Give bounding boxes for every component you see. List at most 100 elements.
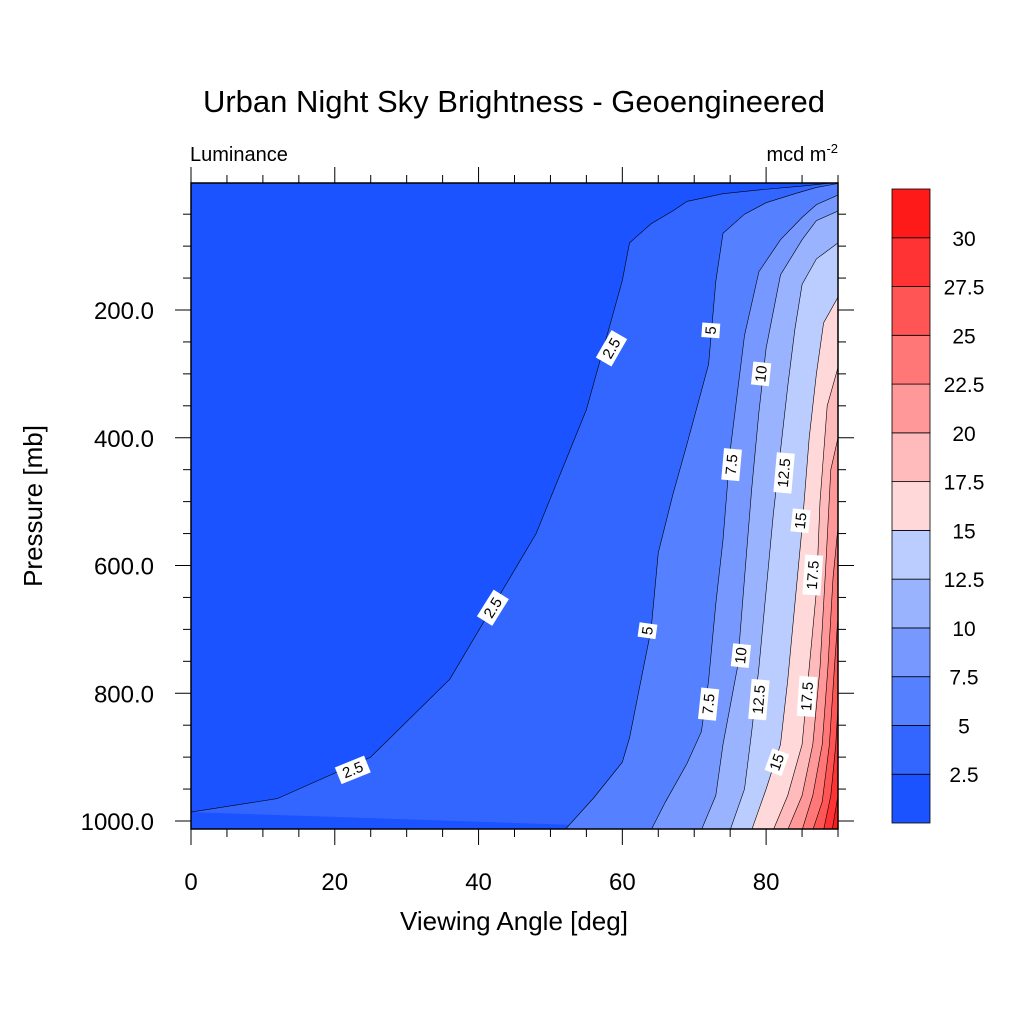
units-base: mcd m — [766, 144, 826, 166]
colorbar-label: 30 — [952, 228, 975, 251]
contour-fill-27.5 — [823, 706, 838, 829]
colorbar-box — [891, 725, 931, 775]
contour-label-box — [476, 589, 509, 626]
contour-label-text: 12.5 — [775, 458, 794, 489]
contour-line-10 — [701, 210, 838, 829]
y-tick-label: 1000.0 — [81, 809, 154, 836]
colorbar-label: 2.5 — [949, 764, 978, 787]
contour-label: 15 — [790, 508, 811, 534]
contour-label-box — [764, 748, 790, 777]
contour-label-box — [730, 643, 752, 668]
plot-area: 2.52.52.5557.57.5101012.512.5151517.517.… — [175, 167, 854, 845]
y-axis: 200.0 400.0 600.0 800.0 1000.0 — [81, 298, 154, 836]
contour-label-box — [721, 448, 742, 482]
contour-label-box — [334, 755, 371, 785]
colorbar-label: 27.5 — [944, 277, 985, 300]
contour-label-box — [773, 452, 795, 494]
contour-label-box — [595, 330, 628, 367]
colorbar-label: 20 — [952, 423, 975, 446]
y-axis-label: Pressure [mb] — [18, 425, 48, 587]
left-string: Luminance — [190, 144, 288, 166]
x-axis-label: Viewing Angle [deg] — [400, 906, 628, 936]
contour-line-22.5 — [802, 527, 838, 829]
contour-label-box — [750, 361, 772, 387]
colorbar-box — [891, 773, 931, 824]
contour-label: 7.5 — [721, 448, 742, 482]
contour-label-box — [698, 687, 720, 721]
colorbar-box — [891, 529, 931, 580]
contour-label-text: 7.5 — [723, 454, 742, 476]
contour-line-20 — [787, 437, 838, 829]
contour-label: 15 — [764, 748, 790, 777]
x-tick-label: 60 — [609, 869, 636, 896]
contour-label-box — [701, 322, 721, 339]
chart-title: Urban Night Sky Brightness - Geoengineer… — [203, 84, 825, 119]
contour-label-box — [802, 554, 824, 596]
contour-label-text: 17.5 — [798, 681, 817, 711]
contour-label: 12.5 — [748, 678, 770, 721]
contour-label: 17.5 — [796, 675, 818, 717]
colorbar-label: 5 — [958, 715, 970, 738]
x-tick-label: 40 — [465, 869, 492, 896]
colorbar-box — [891, 676, 931, 726]
units-superscript: -2 — [826, 141, 838, 156]
colorbar-box — [891, 237, 931, 287]
axis-ticks — [175, 167, 854, 845]
contour-line-30 — [832, 795, 838, 829]
colorbar-box — [891, 432, 931, 483]
x-tick-label: 80 — [753, 869, 780, 896]
colorbar-box — [891, 481, 931, 531]
contour-label-text: 5 — [703, 326, 721, 336]
contour-label-text: 2.5 — [340, 759, 366, 783]
contour-label: 5 — [701, 322, 721, 339]
contour-label-box — [748, 678, 770, 721]
colorbar-box — [891, 627, 931, 678]
contour-label-text: 10 — [752, 365, 771, 383]
contour-label: 10 — [730, 643, 752, 668]
x-axis: 0 20 40 60 80 — [184, 869, 779, 896]
contour-lines — [191, 183, 838, 829]
colorbar-box — [891, 383, 931, 434]
y-tick-label: 200.0 — [94, 298, 154, 325]
contour-line-2.5 — [191, 183, 835, 813]
contour-label-text: 5 — [639, 625, 657, 636]
contour-label-text: 15 — [767, 752, 789, 773]
contour-label: 17.5 — [802, 554, 824, 596]
x-tick-label: 20 — [321, 869, 348, 896]
contour-label: 7.5 — [698, 687, 720, 721]
units-label: mcd m-2 — [766, 141, 838, 166]
contour-line-7.5 — [651, 194, 838, 829]
colorbar-label: 25 — [952, 325, 975, 348]
colorbar-box — [891, 578, 931, 629]
contour-fills — [191, 183, 838, 829]
contour-label: 2.5 — [334, 755, 371, 785]
colorbar-label: 22.5 — [944, 374, 985, 397]
colorbar-box — [891, 188, 931, 239]
colorbar-label: 15 — [952, 520, 975, 543]
contour-label-text: 17.5 — [804, 560, 823, 590]
contour-label-text: 15 — [792, 512, 811, 530]
contour-line-25 — [812, 616, 838, 829]
contour-label: 12.5 — [773, 452, 795, 494]
colorbar: 2.5 5 7.5 10 12.5 15 17.5 20 22.5 25 27.5 30 — [891, 188, 985, 824]
contour-line-17.5 — [773, 367, 838, 829]
contour-label-text: 7.5 — [700, 693, 719, 716]
contour-label-text: 10 — [732, 646, 751, 664]
contour-line-5 — [565, 183, 838, 829]
x-tick-label: 0 — [184, 869, 197, 896]
y-tick-label: 600.0 — [94, 554, 154, 581]
y-tick-label: 400.0 — [94, 426, 154, 453]
contour-label-box — [637, 622, 658, 640]
contour-line-27.5 — [823, 705, 838, 829]
contour-label: 5 — [637, 622, 658, 640]
colorbar-label: 10 — [952, 618, 975, 641]
contour-label-box — [790, 508, 811, 534]
colorbar-box — [891, 334, 931, 385]
contour-fill-25 — [813, 616, 838, 829]
contour-label: 10 — [750, 361, 772, 387]
colorbar-label: 12.5 — [944, 569, 985, 592]
contour-label-box — [796, 675, 818, 717]
colorbar-label: 17.5 — [944, 472, 985, 495]
colorbar-label: 7.5 — [949, 667, 978, 690]
